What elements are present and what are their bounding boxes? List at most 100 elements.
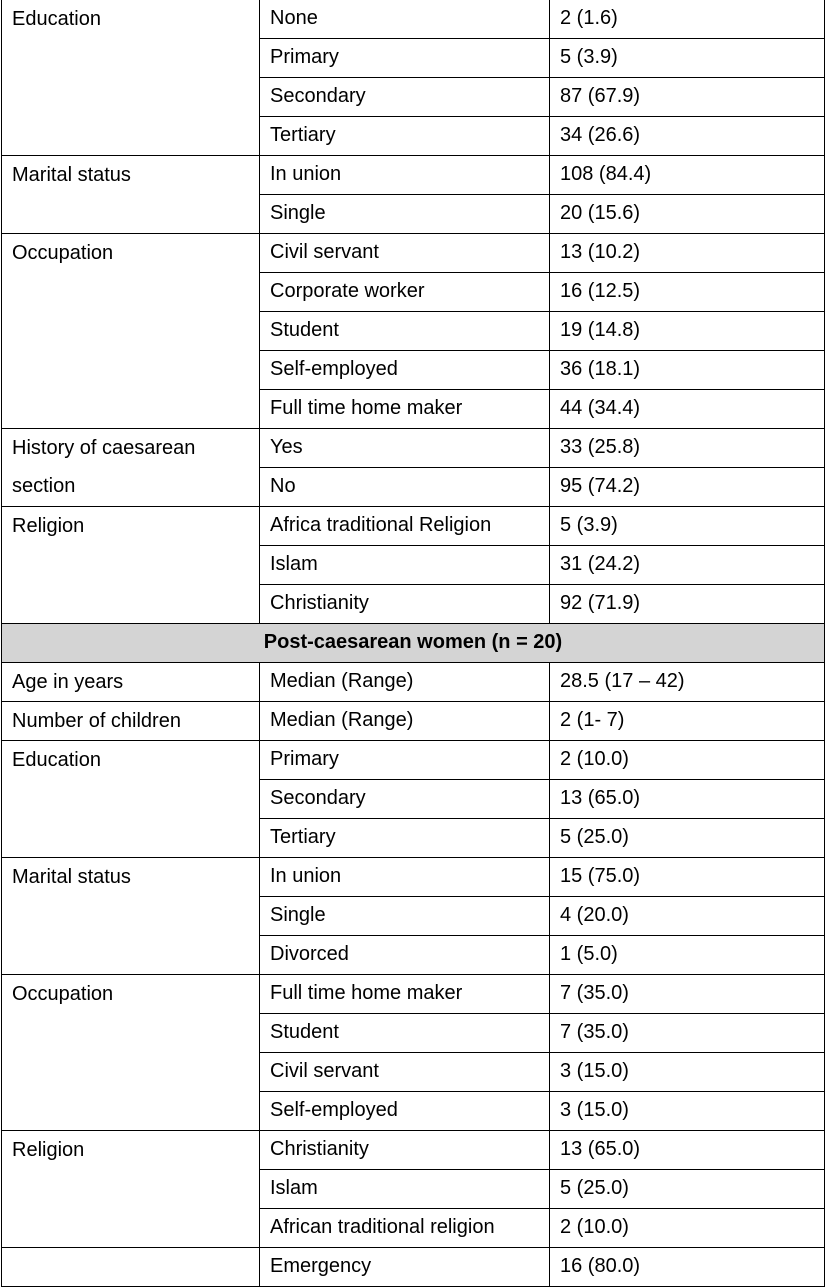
- table-row: Occupation Full time home maker 7 (35.0): [1, 974, 825, 1131]
- category-cell: Christianity: [259, 584, 550, 624]
- category-cell: Self-employed: [259, 350, 550, 390]
- category-cell: Corporate worker: [259, 272, 550, 312]
- value-cell: 3 (15.0): [549, 1091, 825, 1131]
- table-row: Age in years Median (Range) 28.5 (17 – 42): [1, 662, 825, 702]
- table-row: Religion Christianity 13 (65.0): [1, 1130, 825, 1248]
- value-cell: 16 (12.5): [549, 272, 825, 312]
- table-row: Student 19 (14.8): [2, 311, 825, 351]
- category-cell: Christianity: [259, 1130, 550, 1170]
- category-cell: Single: [259, 896, 550, 936]
- category-cell: In union: [259, 857, 550, 897]
- value-cell: 13 (65.0): [549, 1130, 825, 1170]
- category-cell: No: [259, 467, 550, 507]
- variable-label: History of caesarean section: [1, 428, 260, 507]
- table-row: Tertiary 5 (25.0): [2, 818, 825, 858]
- value-cell: 5 (3.9): [549, 38, 825, 78]
- value-cell: 34 (26.6): [549, 116, 825, 156]
- category-cell: None: [259, 0, 550, 39]
- table-row: Corporate worker 16 (12.5): [2, 272, 825, 312]
- table-row: African traditional religion 2 (10.0): [2, 1208, 825, 1248]
- category-cell: Tertiary: [259, 116, 550, 156]
- table-row: History of caesarean section Yes 33 (25.8): [1, 428, 825, 507]
- table-row: Single 4 (20.0): [2, 896, 825, 936]
- category-cell: Median (Range): [259, 662, 550, 702]
- category-cell: Primary: [259, 740, 550, 780]
- category-cell: Yes: [259, 428, 550, 468]
- table-row: Student 7 (35.0): [2, 1013, 825, 1053]
- category-cell: Tertiary: [259, 818, 550, 858]
- category-cell: Single: [259, 194, 550, 234]
- table-row: Marital status In union 15 (75.0): [1, 857, 825, 975]
- category-cell: Full time home maker: [259, 389, 550, 429]
- table-row: Education None 2 (1.6): [1, 0, 825, 156]
- table-row: Single 20 (15.6): [2, 194, 825, 234]
- value-cell: 2 (10.0): [549, 1208, 825, 1248]
- category-cell: Africa traditional Religion: [259, 506, 550, 546]
- value-cell: 44 (34.4): [549, 389, 825, 429]
- table-row: Secondary 13 (65.0): [2, 779, 825, 819]
- value-cell: 5 (25.0): [549, 818, 825, 858]
- table-row: Civil servant 3 (15.0): [2, 1052, 825, 1092]
- variable-label: Religion: [1, 1130, 260, 1248]
- value-cell: 2 (1.6): [549, 0, 825, 39]
- table-row: Islam 31 (24.2): [2, 545, 825, 585]
- value-cell: 3 (15.0): [549, 1052, 825, 1092]
- value-cell: 87 (67.9): [549, 77, 825, 117]
- value-cell: 33 (25.8): [549, 428, 825, 468]
- table-row: Self-employed 36 (18.1): [2, 350, 825, 390]
- table-row: No 95 (74.2): [2, 467, 825, 507]
- category-cell: Self-employed: [259, 1091, 550, 1131]
- table-row: Christianity 92 (71.9): [2, 584, 825, 624]
- value-cell: 7 (35.0): [549, 974, 825, 1014]
- value-cell: 92 (71.9): [549, 584, 825, 624]
- value-cell: 16 (80.0): [549, 1247, 825, 1287]
- value-cell: 2 (10.0): [549, 740, 825, 780]
- value-cell: 4 (20.0): [549, 896, 825, 936]
- value-cell: 1 (5.0): [549, 935, 825, 975]
- table-row: Primary 5 (3.9): [2, 38, 825, 78]
- table-row: Occupation Civil servant 13 (10.2): [1, 233, 825, 429]
- section-header-row: Post-caesarean women (n = 20): [1, 623, 825, 663]
- table-row: Religion Africa traditional Religion 5 (3.…: [1, 506, 825, 624]
- category-cell: Islam: [259, 1169, 550, 1209]
- category-cell: Civil servant: [259, 1052, 550, 1092]
- value-cell: 2 (1- 7): [549, 701, 825, 741]
- value-cell: 19 (14.8): [549, 311, 825, 351]
- category-cell: In union: [259, 155, 550, 195]
- variable-label: Religion: [1, 506, 260, 624]
- table-row: Divorced 1 (5.0): [2, 935, 825, 975]
- variable-label: Marital status: [1, 155, 260, 234]
- category-cell: Primary: [259, 38, 550, 78]
- variable-label: [1, 1247, 260, 1287]
- category-cell: Student: [259, 311, 550, 351]
- value-cell: 13 (65.0): [549, 779, 825, 819]
- category-cell: Student: [259, 1013, 550, 1053]
- value-cell: 20 (15.6): [549, 194, 825, 234]
- value-cell: 5 (3.9): [549, 506, 825, 546]
- category-cell: Median (Range): [259, 701, 550, 741]
- table-row: Number of children Median (Range) 2 (1- 7): [1, 701, 825, 741]
- value-cell: 5 (25.0): [549, 1169, 825, 1209]
- variable-label: Number of children: [1, 701, 260, 741]
- table-row: Full time home maker 44 (34.4): [2, 389, 825, 429]
- category-cell: Civil servant: [259, 233, 550, 273]
- table-row: Secondary 87 (67.9): [2, 77, 825, 117]
- value-cell: 36 (18.1): [549, 350, 825, 390]
- table-row: Emergency 16 (80.0): [1, 1247, 825, 1287]
- category-cell: Full time home maker: [259, 974, 550, 1014]
- value-cell: 31 (24.2): [549, 545, 825, 585]
- value-cell: 7 (35.0): [549, 1013, 825, 1053]
- variable-label: Education: [1, 740, 260, 858]
- category-cell: Divorced: [259, 935, 550, 975]
- variable-label: Education: [1, 0, 260, 156]
- value-cell: 13 (10.2): [549, 233, 825, 273]
- category-cell: Secondary: [259, 77, 550, 117]
- table-row: Education Primary 2 (10.0): [1, 740, 825, 858]
- section-header: Post-caesarean women (n = 20): [1, 623, 825, 663]
- table-row: Tertiary 34 (26.6): [2, 116, 825, 156]
- value-cell: 108 (84.4): [549, 155, 825, 195]
- category-cell: Islam: [259, 545, 550, 585]
- variable-label: Marital status: [1, 857, 260, 975]
